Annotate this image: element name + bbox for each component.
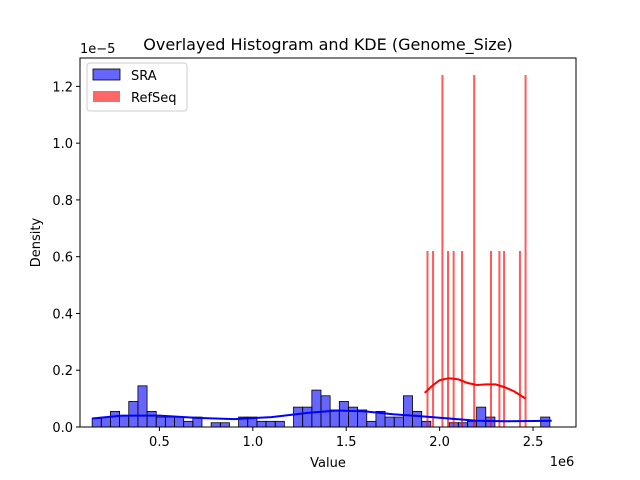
sra-bar bbox=[293, 406, 304, 428]
y-tick-label: 0.8 bbox=[52, 194, 73, 209]
sra-bar bbox=[402, 395, 413, 428]
sra-bar bbox=[137, 385, 148, 428]
sra-bar bbox=[338, 401, 349, 428]
legend-label-refseq: RefSeq bbox=[131, 91, 177, 106]
refseq-bar bbox=[524, 75, 527, 428]
sra-bar bbox=[329, 409, 340, 428]
refseq-bar bbox=[452, 251, 455, 427]
sra-bar bbox=[311, 389, 322, 428]
sra-bar bbox=[91, 418, 102, 428]
sra-bar bbox=[265, 420, 276, 428]
sra-bar bbox=[164, 416, 175, 428]
y-tick-label: 1.2 bbox=[52, 80, 73, 95]
plot-kde bbox=[92, 377, 552, 423]
sra-bar bbox=[412, 410, 423, 428]
refseq-bar bbox=[498, 251, 501, 427]
x-axis-title: Value bbox=[310, 456, 346, 471]
refseq-bar bbox=[461, 251, 464, 427]
x-tick-label: 2.5 bbox=[523, 435, 544, 450]
sra-bar bbox=[393, 416, 404, 428]
y-multiplier-label: 1e−5 bbox=[80, 42, 115, 57]
sra-bar bbox=[357, 409, 368, 428]
legend-swatch-sra bbox=[92, 68, 121, 81]
sra-bar bbox=[421, 420, 432, 428]
refseq-bar bbox=[503, 251, 506, 427]
x-tick-label: 1.0 bbox=[242, 435, 263, 450]
refseq-bar bbox=[447, 251, 450, 427]
refseq-bar bbox=[518, 251, 521, 427]
y-tick-label: 0.6 bbox=[52, 251, 73, 266]
y-tick-label: 0.0 bbox=[52, 421, 73, 436]
sra-bar bbox=[119, 415, 130, 428]
axis-ticks: 0.5 1.0 1.5 2.0 2.5 0.0 0.2 0.4 0.6 0.8 1.0 1.2 bbox=[52, 80, 543, 450]
plot-frame bbox=[79, 57, 577, 428]
chart-title: Overlayed Histogram and KDE (Genome_Size… bbox=[143, 35, 513, 55]
sra-bar bbox=[100, 416, 111, 428]
sra-bar bbox=[155, 416, 166, 428]
x-tick-label: 2.0 bbox=[429, 435, 450, 450]
sra-bar bbox=[219, 422, 230, 428]
refseq-bar bbox=[441, 75, 444, 428]
sra-bar bbox=[210, 422, 221, 428]
sra-bar bbox=[128, 401, 139, 428]
sra-bar bbox=[540, 416, 551, 428]
sra-bar bbox=[174, 416, 185, 428]
x-multiplier-label: 1e6 bbox=[550, 455, 575, 470]
y-axis-title: Density bbox=[29, 217, 44, 267]
sra-bar bbox=[476, 406, 487, 428]
sra-bar bbox=[366, 420, 377, 428]
refseq-bar bbox=[489, 251, 492, 427]
plot-bars bbox=[91, 75, 551, 428]
y-tick-label: 1.0 bbox=[52, 137, 73, 152]
refseq-bar bbox=[432, 251, 435, 427]
y-tick-label: 0.2 bbox=[52, 364, 73, 379]
sra-bar bbox=[256, 420, 267, 428]
legend-swatch-refseq bbox=[93, 91, 120, 102]
refseq-kde-line bbox=[424, 377, 527, 400]
sra-bar bbox=[110, 410, 121, 428]
sra-kde-line bbox=[92, 409, 552, 423]
x-tick-label: 1.5 bbox=[336, 435, 357, 450]
refseq-bar bbox=[473, 75, 476, 428]
sra-bar bbox=[302, 406, 313, 428]
sra-bar bbox=[183, 420, 194, 428]
refseq-bar bbox=[426, 251, 429, 427]
sra-bar bbox=[467, 420, 478, 428]
y-tick-label: 0.4 bbox=[52, 307, 73, 322]
sra-bar bbox=[274, 420, 285, 428]
legend: SRA RefSeq bbox=[86, 62, 188, 112]
x-tick-label: 0.5 bbox=[149, 435, 170, 450]
sra-bar bbox=[146, 410, 157, 428]
sra-bar bbox=[384, 416, 395, 428]
legend-label-sra: SRA bbox=[131, 69, 157, 84]
